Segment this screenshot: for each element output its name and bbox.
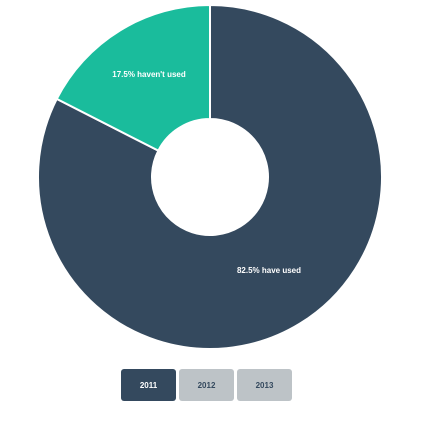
tab-year-2012[interactable]: 2012 <box>179 369 234 401</box>
pie-slice-1 <box>55 3 211 153</box>
pie-slice-label-0: 82.5% have used <box>237 266 301 275</box>
tab-year-2011[interactable]: 2011 <box>121 369 176 401</box>
tab-year-2013[interactable]: 2013 <box>237 369 292 401</box>
pie-slice-label-1: 17.5% haven't used <box>112 70 186 79</box>
pie-slice-0 <box>37 3 383 350</box>
donut-chart: 82.5% have used 17.5% haven't used <box>37 3 383 350</box>
year-tabs: 2011 2012 2013 <box>121 369 292 401</box>
